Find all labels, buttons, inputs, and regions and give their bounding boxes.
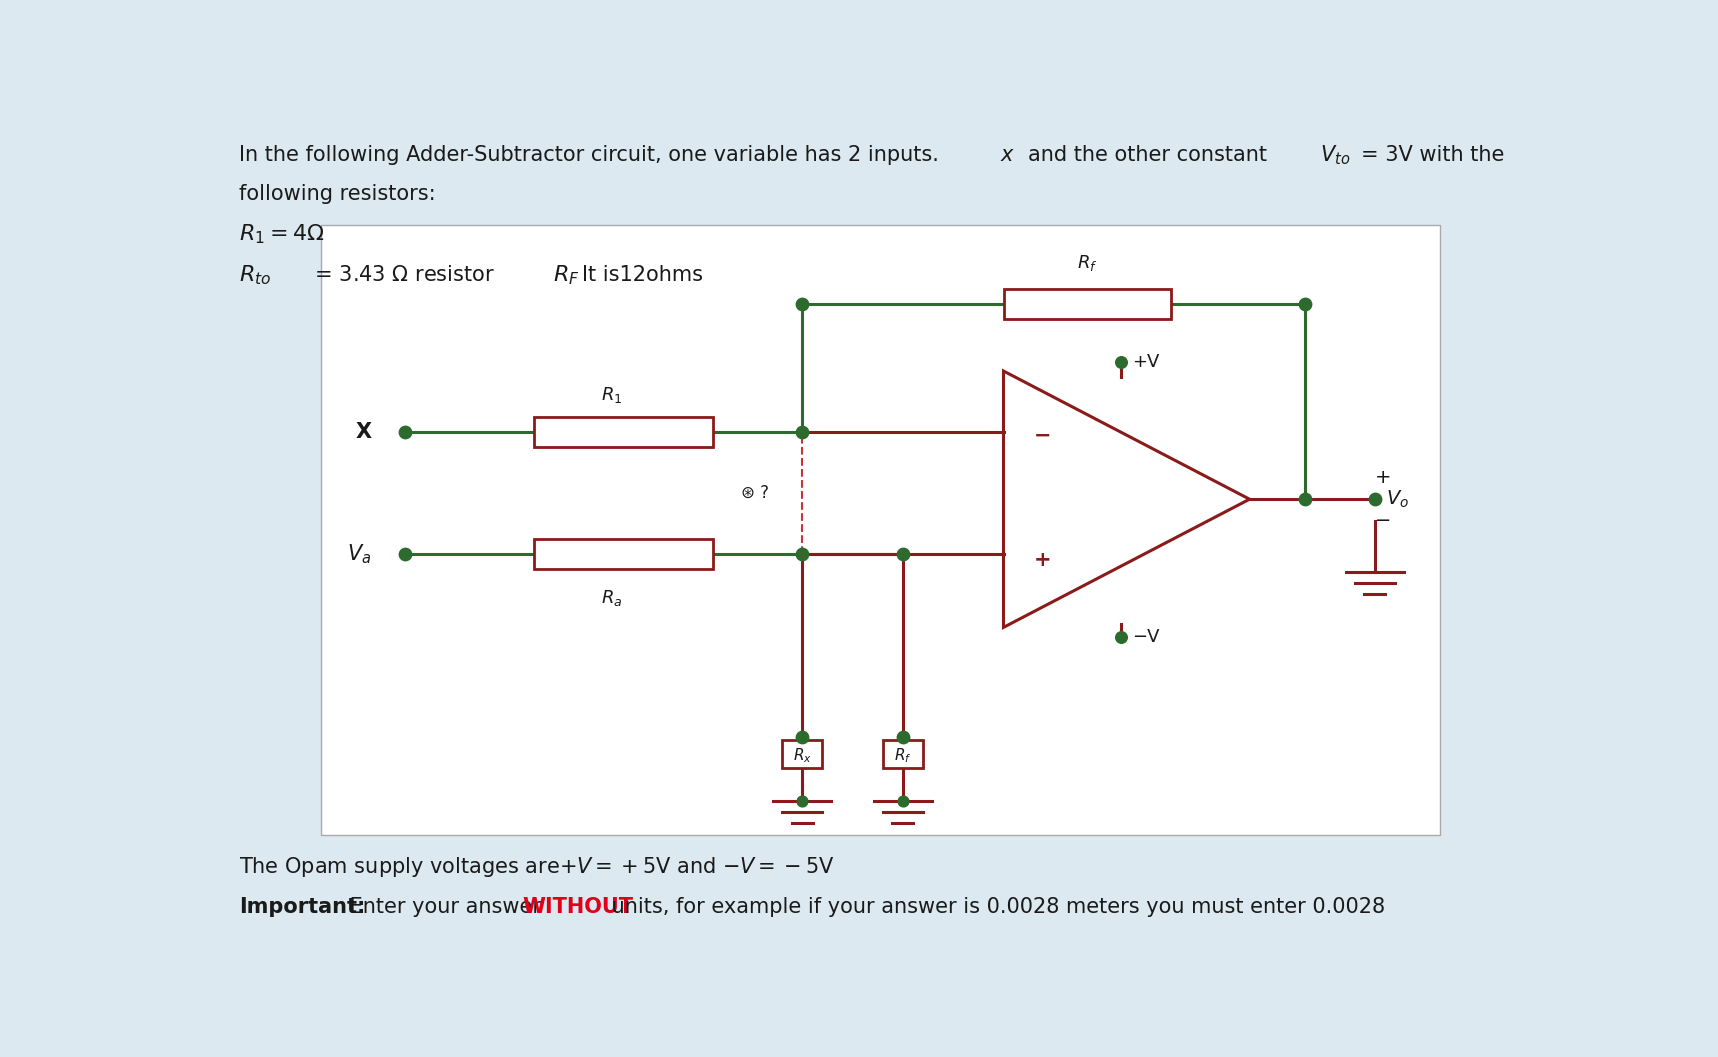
Text: $V_a$: $V_a$ (347, 542, 371, 565)
Text: $V_{to}$: $V_{to}$ (1319, 144, 1350, 167)
Bar (534, 418, 713, 447)
Text: In the following Adder-Subtractor circuit, one variable has 2 inputs.: In the following Adder-Subtractor circui… (239, 145, 938, 165)
Text: Important:: Important: (239, 896, 366, 916)
Bar (782, 740, 823, 767)
Text: $R_{to}$: $R_{to}$ (239, 263, 271, 286)
Text: It is12ohms: It is12ohms (582, 265, 703, 285)
Text: $R_1$: $R_1$ (601, 385, 622, 405)
Text: following resistors:: following resistors: (239, 184, 435, 204)
Text: X: X (356, 422, 371, 442)
Text: and the other constant: and the other constant (1029, 145, 1268, 165)
Text: $R_F$: $R_F$ (553, 263, 579, 286)
Bar (534, 539, 713, 569)
Point (789, 295, 816, 312)
Point (1361, 490, 1388, 507)
Text: WITHOUT: WITHOUT (522, 896, 634, 916)
Bar (321, 224, 1440, 835)
Point (1106, 628, 1134, 645)
Point (1292, 490, 1319, 507)
Text: $R_f$: $R_f$ (893, 746, 912, 765)
Text: −V: −V (1132, 628, 1160, 646)
Text: units, for example if your answer is 0.0028 meters you must enter 0.0028: units, for example if your answer is 0.0… (605, 896, 1385, 916)
Text: $R_a$: $R_a$ (601, 588, 622, 608)
Point (1106, 353, 1134, 370)
Text: = 3V with the: = 3V with the (1361, 145, 1505, 165)
Point (890, 793, 917, 810)
Bar (1003, 290, 1172, 318)
Point (789, 793, 816, 810)
Text: The Opam supply voltages are$+V = +5$V and $-V = -5$V: The Opam supply voltages are$+V = +5$V a… (239, 855, 835, 879)
Point (890, 729, 917, 746)
Point (789, 545, 816, 562)
Text: Enter your answer: Enter your answer (342, 896, 548, 916)
Point (392, 545, 419, 562)
Point (392, 424, 419, 441)
Point (789, 424, 816, 441)
Text: −: − (1374, 511, 1392, 530)
Text: ⊛ ?: ⊛ ? (740, 484, 768, 502)
Text: $R_f$: $R_f$ (1077, 254, 1098, 274)
Point (890, 545, 917, 562)
Text: = 3.43 $\Omega$ resistor: = 3.43 $\Omega$ resistor (308, 265, 495, 285)
Text: $V_o$: $V_o$ (1386, 488, 1409, 509)
Text: $R_x$: $R_x$ (792, 746, 811, 765)
Text: $R_1 = 4\Omega$: $R_1 = 4\Omega$ (239, 222, 325, 246)
Point (1292, 295, 1319, 312)
Text: +: + (1374, 468, 1392, 487)
Bar (883, 740, 923, 767)
Text: −: − (1034, 425, 1051, 445)
Point (789, 729, 816, 746)
Text: $x$: $x$ (1000, 145, 1015, 165)
Text: +V: +V (1132, 353, 1160, 371)
Text: +: + (1034, 551, 1051, 570)
